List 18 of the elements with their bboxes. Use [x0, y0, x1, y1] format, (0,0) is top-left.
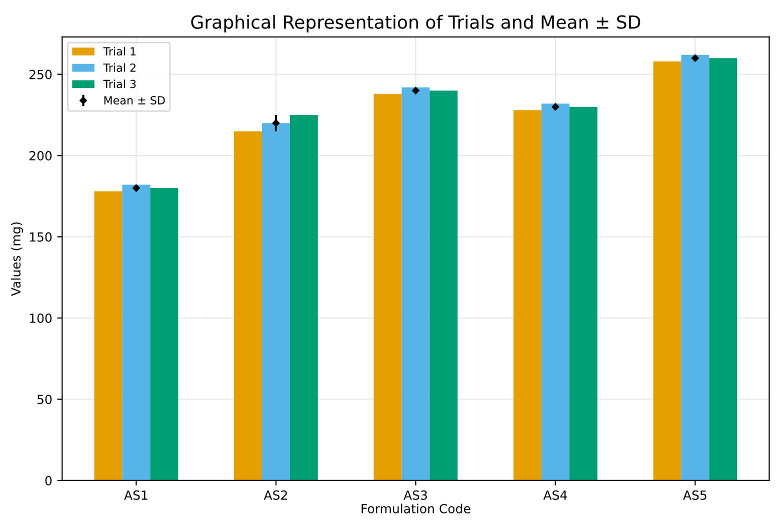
chart-title: Graphical Representation of Trials and Mean ± SD — [191, 14, 640, 32]
x-tick-label: AS3 — [404, 490, 427, 500]
y-tick-label: 0 — [45, 476, 52, 486]
legend-label: Trial 3 — [103, 80, 136, 88]
x-tick-label: AS1 — [124, 490, 148, 500]
legend-label: Trial 2 — [103, 63, 136, 72]
y-axis-title: Values (mg) — [10, 222, 24, 296]
x-axis-title: Formulation Code — [362, 504, 470, 514]
y-tick-label: 100 — [30, 313, 52, 323]
y-tick-label: 200 — [29, 151, 52, 160]
x-tick-label: AS4 — [543, 490, 567, 500]
y-tick-label: 50 — [37, 394, 52, 404]
y-tick-label: 250 — [29, 70, 52, 80]
y-tick-label: 150 — [30, 232, 52, 242]
legend-label: Mean ± SD — [104, 96, 165, 104]
legend-label: Trial 1 — [103, 46, 136, 56]
x-tick-label: AS5 — [683, 490, 706, 500]
x-tick-label: AS2 — [264, 490, 287, 500]
